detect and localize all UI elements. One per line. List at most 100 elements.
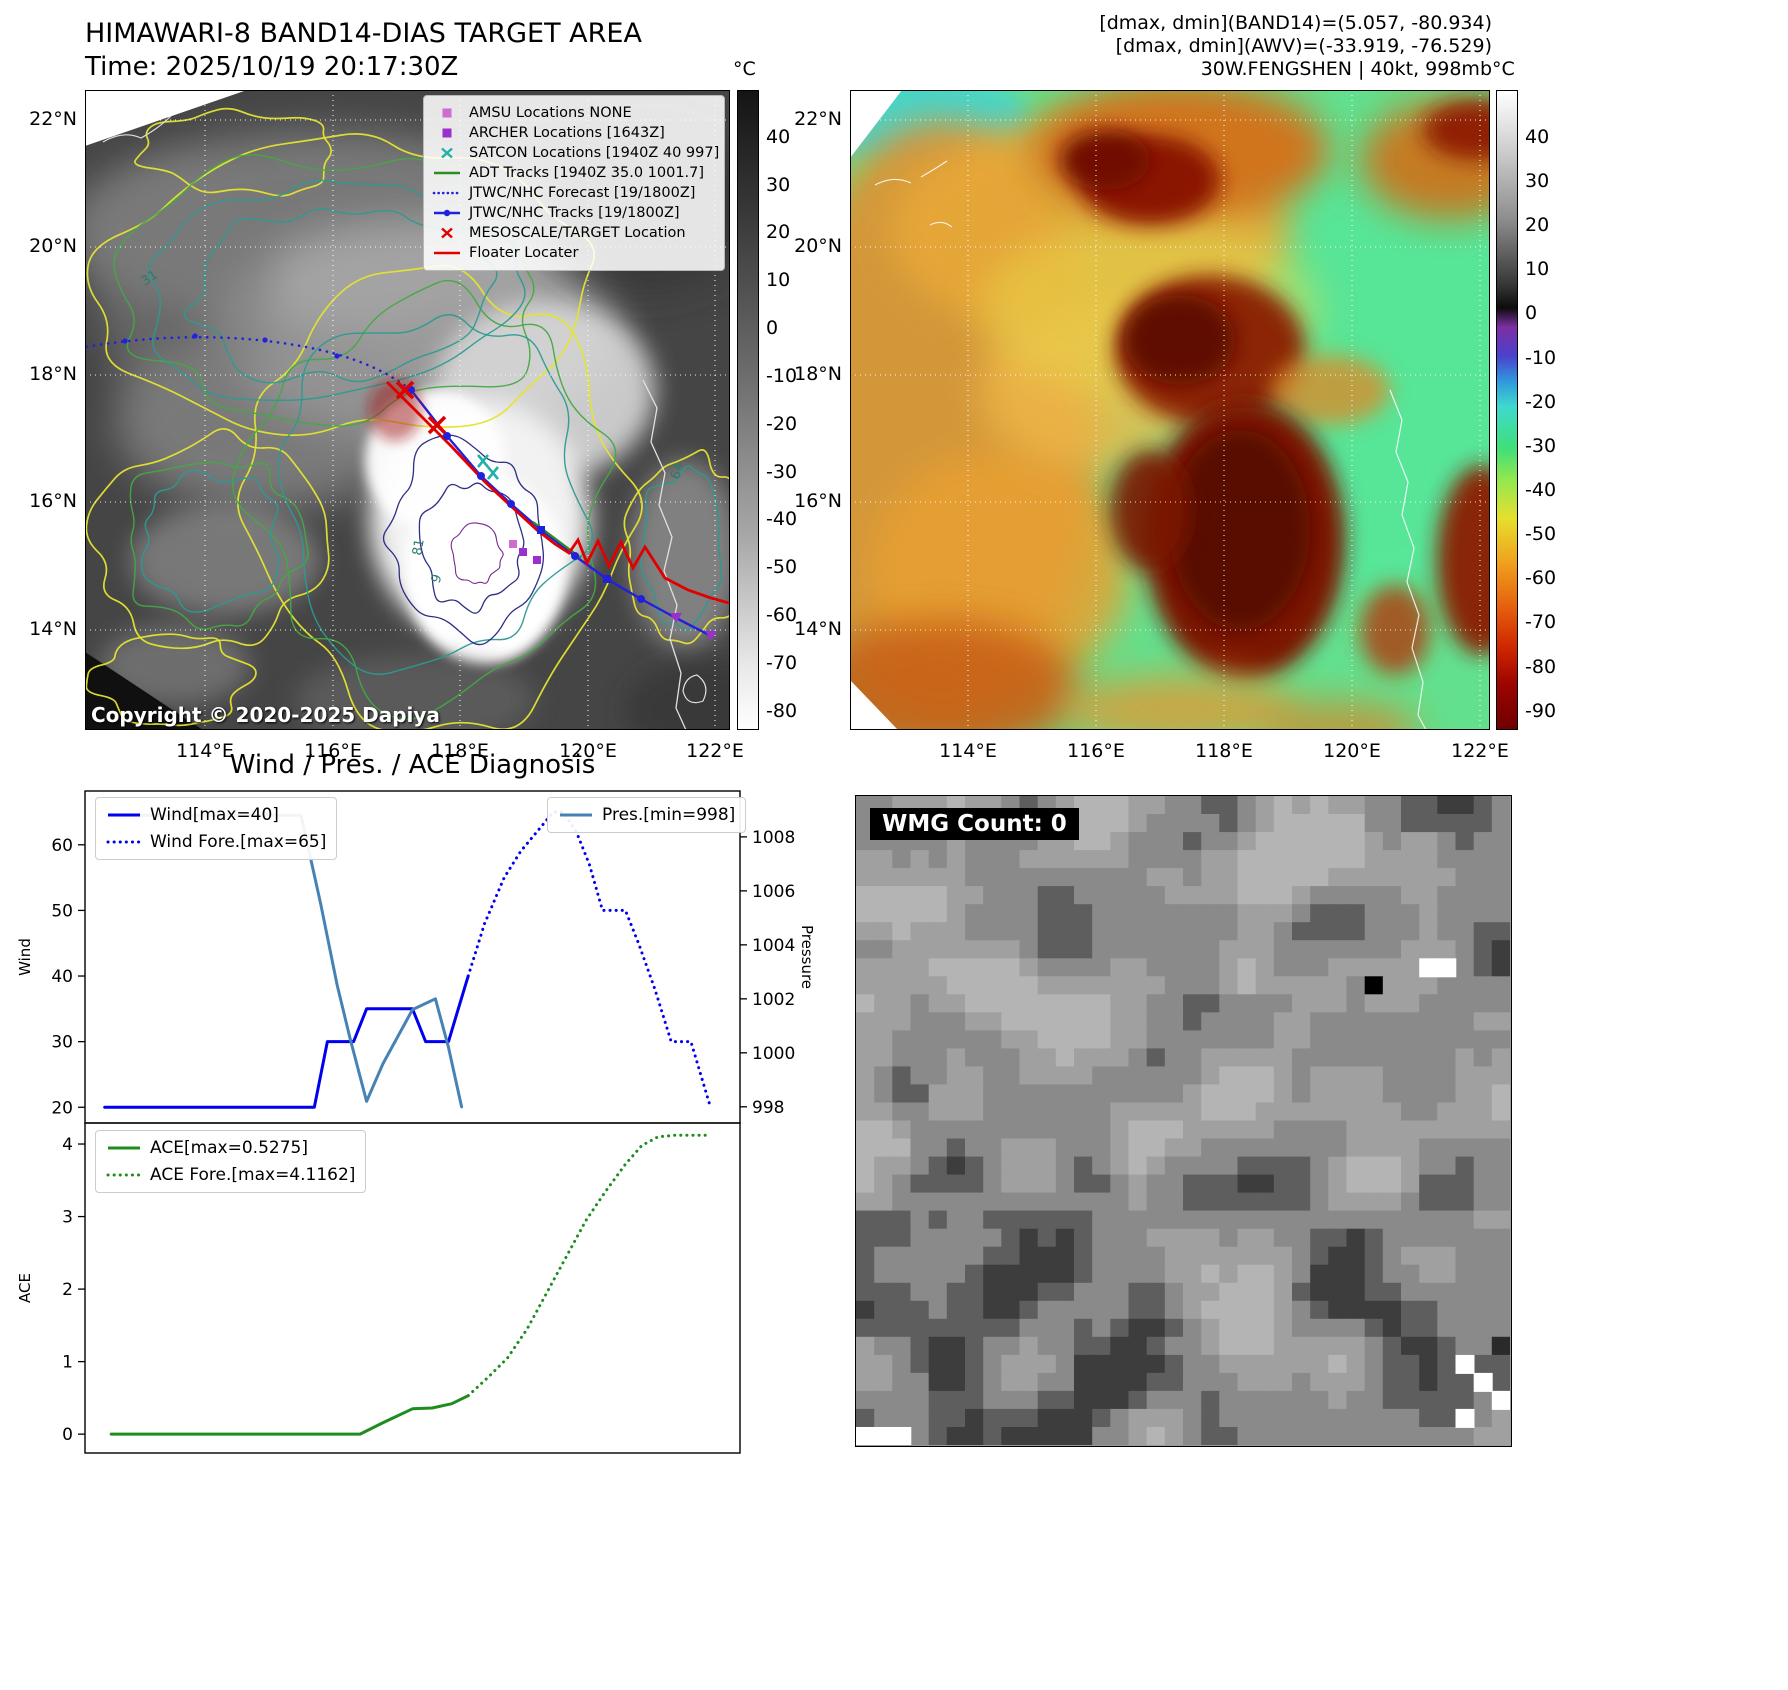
map-legend-item: JTWC/NHC Forecast [19/1800Z] bbox=[432, 183, 716, 203]
colorbar-tick-label: -30 bbox=[1525, 434, 1557, 457]
map-legend-item: MESOSCALE/TARGET Location bbox=[432, 223, 716, 243]
copyright-watermark: Copyright © 2020-2025 Dapiya bbox=[91, 703, 440, 727]
map-legend-label: MESOSCALE/TARGET Location bbox=[469, 225, 686, 241]
legend-line-sample bbox=[108, 813, 140, 817]
y-tick-label: 3 bbox=[62, 1208, 73, 1228]
y-tick-label: 1 bbox=[62, 1353, 73, 1373]
jtwc-track-point-icon bbox=[407, 386, 645, 603]
awv-cloud-field bbox=[850, 90, 1490, 730]
lon-tick-label: 114°E bbox=[176, 740, 234, 762]
satcon-x-icon bbox=[477, 454, 499, 480]
purple-triangle-icon bbox=[670, 613, 717, 641]
legend-line-sample bbox=[560, 813, 592, 817]
ace-legend: ACE[max=0.5275] ACE Fore.[max=4.1162] bbox=[95, 1130, 367, 1193]
awv-coastline bbox=[874, 160, 1427, 730]
map-legend-item: Floater Locater bbox=[432, 243, 716, 263]
wind-pressure-chart: 20 30 40 50 60 998 1000 1002 1004 1006 1008 Wind Pre… bbox=[16, 790, 816, 1124]
colorbar-tick-label: -40 bbox=[766, 508, 798, 531]
colorbar-tick-label: -50 bbox=[766, 556, 798, 579]
track-markers bbox=[122, 333, 717, 641]
lat-tick-label: 18°N bbox=[29, 363, 77, 385]
colorbar-tick-label: -60 bbox=[766, 604, 798, 627]
colorbar-tick-label: -20 bbox=[1525, 390, 1557, 413]
y-tick-label: 4 bbox=[62, 1135, 73, 1155]
y-tick-label-right: 998 bbox=[752, 1098, 784, 1118]
jtwc-forecast-point-icon bbox=[122, 333, 340, 359]
colorbar-tick-label: 30 bbox=[1525, 169, 1550, 192]
floater-track bbox=[386, 381, 730, 605]
chart-legend-label: Wind Fore.[max=65] bbox=[150, 832, 327, 852]
awv-colorbar-unit: °C bbox=[1492, 58, 1515, 80]
line-glyph-icon bbox=[432, 166, 462, 180]
y-tick-label-right: 1008 bbox=[752, 828, 795, 848]
swath-edge-bottom bbox=[850, 680, 898, 730]
colorbar-tick-label: 0 bbox=[766, 317, 779, 340]
storm-status-text: 30W.FENGSHEN | 40kt, 998mb bbox=[1200, 58, 1492, 80]
y-tick-label: 60 bbox=[51, 836, 73, 856]
chart-legend-item: ACE Fore.[max=4.1162] bbox=[106, 1163, 355, 1187]
lat-tick-label: 16°N bbox=[794, 490, 842, 512]
colorbar-tick-label: 0 bbox=[1525, 302, 1538, 325]
line-dot-glyph-icon bbox=[432, 206, 462, 220]
lat-tick-label: 20°N bbox=[29, 235, 77, 257]
colorbar-tick-label: 40 bbox=[766, 125, 791, 148]
y-tick-label-right: 1000 bbox=[752, 1044, 795, 1064]
series-line bbox=[466, 1133, 712, 1398]
ace-chart: 0 1 2 3 4 ACE bbox=[16, 1122, 741, 1454]
map-legend-label: JTWC/NHC Forecast [19/1800Z] bbox=[469, 185, 696, 201]
colorbar-tick-label: -70 bbox=[766, 651, 798, 674]
contour-label: 64 bbox=[668, 461, 687, 481]
colorbar-tick-label: -60 bbox=[1525, 567, 1557, 590]
coastline bbox=[102, 115, 707, 730]
colorbar-tick-label: -10 bbox=[766, 364, 798, 387]
lon-tick-label: 120°E bbox=[1323, 740, 1381, 762]
chart-legend-label: Wind[max=40] bbox=[150, 805, 279, 825]
lat-tick-label: 22°N bbox=[29, 108, 77, 130]
map-legend-label: ARCHER Locations [1643Z] bbox=[469, 125, 665, 141]
series-line bbox=[109, 1394, 470, 1436]
lon-tick-label: 120°E bbox=[559, 740, 617, 762]
y-tick-label: 20 bbox=[51, 1098, 73, 1118]
map-legend-item: AMSU Locations NONE bbox=[432, 103, 716, 123]
chart-legend-item: Wind Fore.[max=65] bbox=[106, 830, 326, 854]
awv-imagery bbox=[850, 90, 1490, 730]
map-legend-label: Floater Locater bbox=[469, 245, 579, 261]
lon-tick-label: 116°E bbox=[304, 740, 362, 762]
colorbar-tick-label: -50 bbox=[1525, 523, 1557, 546]
awv-colorbar bbox=[1496, 90, 1518, 730]
lat-tick-label: 14°N bbox=[29, 618, 77, 640]
lon-tick-label: 122°E bbox=[1451, 740, 1509, 762]
band14-colorbar bbox=[737, 90, 759, 730]
awv-header: [dmax, dmin](BAND14)=(5.057, -80.934) [d… bbox=[1099, 12, 1492, 81]
lat-tick-label: 20°N bbox=[794, 235, 842, 257]
colorbar-tick-label: 40 bbox=[1525, 125, 1550, 148]
square-glyph-icon bbox=[432, 126, 462, 140]
lat-tick-label: 18°N bbox=[794, 363, 842, 385]
band14-colorbar-unit: °C bbox=[733, 58, 756, 80]
diagnosis-title: Wind / Pres. / ACE Diagnosis bbox=[229, 750, 596, 780]
chart-legend-item: ACE[max=0.5275] bbox=[106, 1136, 355, 1160]
chart-legend-label: Pres.[min=998] bbox=[602, 805, 736, 825]
y-tick-label-right: 1006 bbox=[752, 882, 795, 902]
series-line bbox=[109, 813, 464, 1109]
legend-line-sample bbox=[106, 1173, 142, 1177]
colorbar-tick-label: 10 bbox=[1525, 258, 1550, 281]
y-tick-label: 0 bbox=[62, 1425, 73, 1445]
band14-satellite-map: 31 64 81 9 AMSU Locations NONE ARCHER Locati… bbox=[85, 90, 730, 730]
map-legend-label: ADT Tracks [1940Z 35.0 1001.7] bbox=[469, 165, 705, 181]
series-line bbox=[103, 974, 470, 1109]
map-frame bbox=[85, 90, 730, 730]
colorbar-tick-label: -20 bbox=[766, 412, 798, 435]
lon-tick-label: 118°E bbox=[1195, 740, 1253, 762]
legend-line-sample bbox=[108, 1146, 140, 1150]
awv-satellite-map bbox=[850, 90, 1490, 730]
wmg-mosaic bbox=[856, 796, 1511, 1446]
jtwc-track bbox=[410, 389, 712, 638]
legend-line-sample bbox=[106, 840, 142, 844]
y-axis-label-right: Pressure bbox=[798, 925, 816, 989]
jtwc-forecast-track bbox=[85, 335, 413, 392]
x-glyph-icon bbox=[432, 226, 462, 240]
y-tick-label: 40 bbox=[51, 967, 73, 987]
